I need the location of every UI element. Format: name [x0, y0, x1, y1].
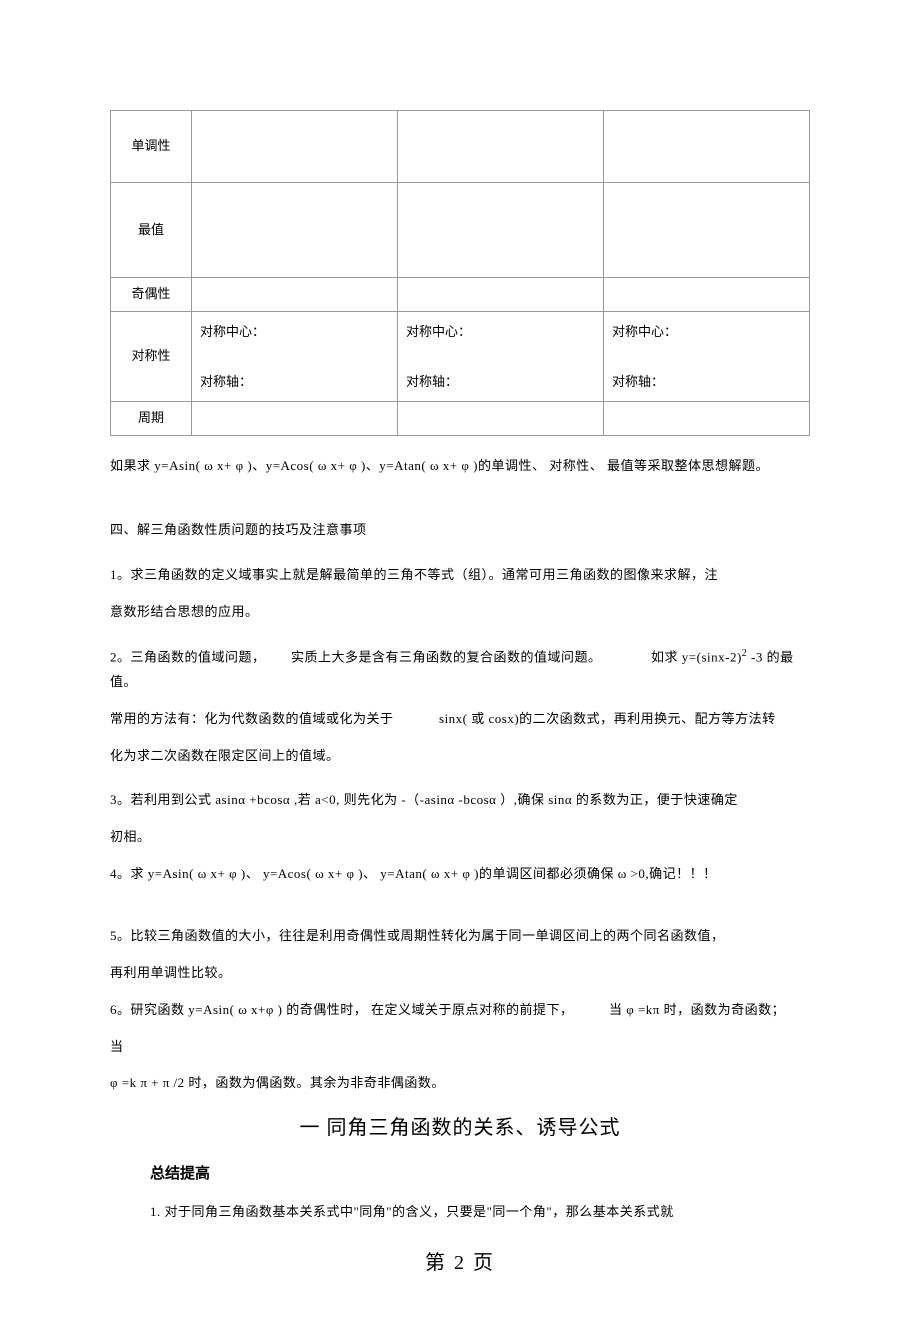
- point-3-line-2: 初相。: [110, 825, 810, 850]
- table-row: 周期: [111, 401, 810, 435]
- cell: [397, 183, 603, 278]
- summary-point-1: 1. 对于同角三角函数基本关系式中"同角"的含义，只要是"同一个角"，那么基本关…: [150, 1200, 810, 1225]
- text: sinx( 或 cosx)的二次函数式，再利用换元、配方等方法转: [439, 711, 776, 726]
- cell: [397, 278, 603, 312]
- text: 当 φ =kπ 时，函数为奇函数；: [609, 1002, 785, 1017]
- text: 6。研究函数 y=Asin( ω x+φ ) 的奇偶性时， 在定义域关于原点对称…: [110, 1002, 573, 1017]
- row-label-parity: 奇偶性: [111, 278, 192, 312]
- row-label-monotonicity: 单调性: [111, 111, 192, 183]
- symmetry-center-label: 对称中心：: [406, 322, 595, 343]
- text: 实质上大多是含有三角函数的复合函数的值域问题。: [291, 650, 602, 665]
- point-4: 4。求 y=Asin( ω x+ φ )、 y=Acos( ω x+ φ )、 …: [110, 862, 810, 887]
- cell: [603, 111, 809, 183]
- table-row: 奇偶性: [111, 278, 810, 312]
- table-row: 单调性: [111, 111, 810, 183]
- table-note: 如果求 y=Asin( ω x+ φ )、y=Acos( ω x+ φ )、y=…: [110, 454, 810, 479]
- text: 如求 y=(sinx-2): [651, 650, 742, 665]
- properties-table: 单调性 最值 奇偶性 对称性 对称中心： 对称轴：: [110, 110, 810, 436]
- symmetry-axis-label: 对称轴：: [406, 372, 595, 393]
- cell: 对称中心： 对称轴：: [397, 311, 603, 401]
- symmetry-center-label: 对称中心：: [612, 322, 801, 343]
- point-3-line-1: 3。若利用到公式 asinα +bcosα ,若 a<0, 则先化为 -（-as…: [110, 788, 810, 813]
- cell: [603, 183, 809, 278]
- cell: [191, 183, 397, 278]
- table-row: 最值: [111, 183, 810, 278]
- cell: 对称中心： 对称轴：: [603, 311, 809, 401]
- text: 常用的方法有：化为代数函数的值域或化为关于: [110, 711, 394, 726]
- row-label-extremum: 最值: [111, 183, 192, 278]
- cell: [397, 401, 603, 435]
- text: 2。三角函数的值域问题，: [110, 650, 266, 665]
- summary-heading: 总结提高: [150, 1162, 810, 1186]
- cell: [191, 278, 397, 312]
- section-heading-1: 一 同角三角函数的关系、诱导公式: [110, 1112, 810, 1144]
- symmetry-axis-label: 对称轴：: [200, 372, 389, 393]
- point-2-line-3: 化为求二次函数在限定区间上的值域。: [110, 744, 810, 769]
- point-6-line-1: 6。研究函数 y=Asin( ω x+φ ) 的奇偶性时， 在定义域关于原点对称…: [110, 998, 810, 1023]
- point-6-line-2: 当: [110, 1035, 810, 1060]
- symmetry-center-label: 对称中心：: [200, 322, 389, 343]
- cell: [191, 111, 397, 183]
- row-label-symmetry: 对称性: [111, 311, 192, 401]
- point-6-line-3: φ =k π + π /2 时，函数为偶函数。其余为非奇非偶函数。: [110, 1071, 810, 1096]
- point-1-line-2: 意数形结合思想的应用。: [110, 600, 810, 625]
- cell: 对称中心： 对称轴：: [191, 311, 397, 401]
- cell: [191, 401, 397, 435]
- point-2-line-1: 2。三角函数的值域问题， 实质上大多是含有三角函数的复合函数的值域问题。 如求 …: [110, 644, 810, 695]
- table-row: 对称性 对称中心： 对称轴： 对称中心： 对称轴： 对称中心： 对称轴：: [111, 311, 810, 401]
- point-1-line-1: 1。求三角函数的定义域事实上就是解最简单的三角不等式（组）。通常可用三角函数的图…: [110, 563, 810, 588]
- page-content: 单调性 最值 奇偶性 对称性 对称中心： 对称轴：: [0, 0, 920, 1319]
- symmetry-axis-label: 对称轴：: [612, 372, 801, 393]
- cell: [603, 401, 809, 435]
- cell: [603, 278, 809, 312]
- point-5-line-2: 再利用单调性比较。: [110, 961, 810, 986]
- point-2-line-2: 常用的方法有：化为代数函数的值域或化为关于 sinx( 或 cosx)的二次函数…: [110, 707, 810, 732]
- row-label-period: 周期: [111, 401, 192, 435]
- point-5-line-1: 5。比较三角函数值的大小，往往是利用奇偶性或周期性转化为属于同一单调区间上的两个…: [110, 924, 810, 949]
- section-4-title: 四、解三角函数性质问题的技巧及注意事项: [110, 518, 810, 543]
- page-number: 第 2 页: [110, 1247, 810, 1279]
- cell: [397, 111, 603, 183]
